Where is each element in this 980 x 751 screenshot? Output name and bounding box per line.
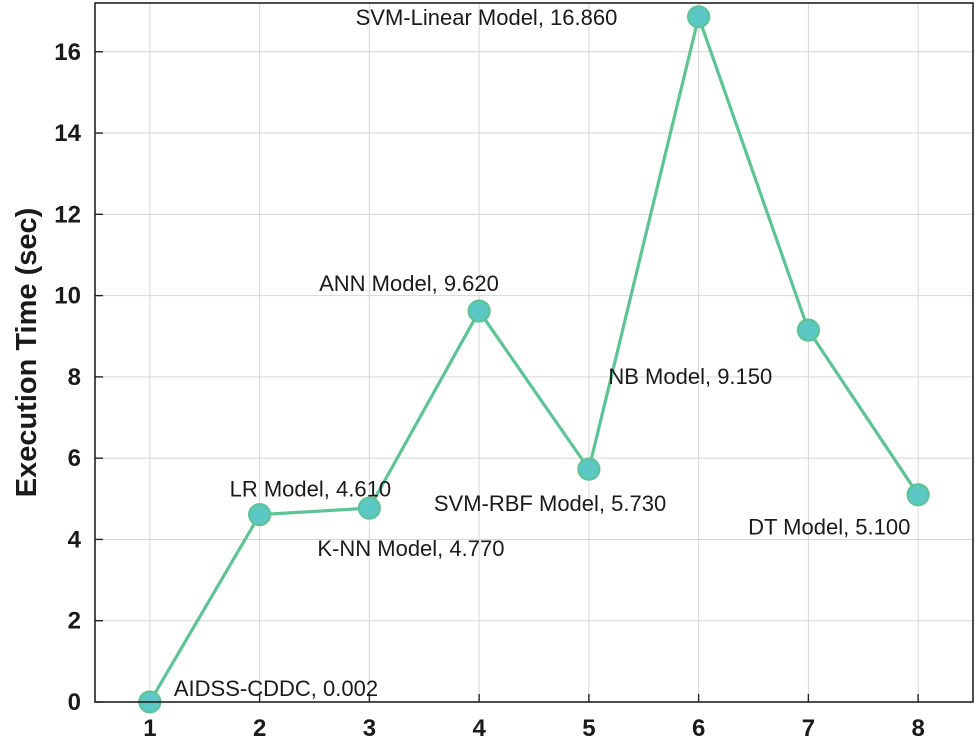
- plot-frame: [94, 2, 974, 703]
- data-point: [357, 496, 381, 520]
- y-tick-label: 0: [68, 689, 81, 716]
- x-tick-label: 8: [911, 715, 924, 742]
- data-point: [248, 503, 272, 527]
- data-label: SVM-RBF Model, 5.730: [434, 491, 666, 516]
- data-label: LR Model, 4.610: [230, 477, 391, 502]
- x-tick-label: 1: [143, 715, 156, 742]
- data-point: [467, 299, 491, 323]
- data-point: [796, 318, 820, 342]
- data-label: AIDSS-CDDC, 0.002: [174, 676, 378, 701]
- y-tick-label: 10: [54, 283, 81, 310]
- y-tick-label: 2: [68, 608, 81, 635]
- y-axis-label: Execution Time (sec): [11, 208, 43, 498]
- y-tick-label: 12: [54, 201, 81, 228]
- data-point: [687, 5, 711, 29]
- series-line: [148, 15, 920, 703]
- x-tick-label: 4: [472, 715, 486, 742]
- data-label: NB Model, 9.150: [608, 364, 772, 389]
- x-tick-label: 3: [363, 715, 376, 742]
- data-label: ANN Model, 9.620: [319, 271, 499, 296]
- x-tick-label: 6: [692, 715, 705, 742]
- x-tick-label: 2: [253, 715, 266, 742]
- data-point: [906, 483, 930, 507]
- x-tick-label: 7: [802, 715, 815, 742]
- data-label: DT Model, 5.100: [748, 515, 910, 540]
- data-label: K-NN Model, 4.770: [317, 536, 504, 561]
- y-tick-label: 6: [68, 445, 81, 472]
- y-tick-label: 4: [68, 526, 82, 553]
- y-tick-label: 16: [54, 39, 81, 66]
- grid-lines: [95, 3, 973, 703]
- x-tick-label: 5: [582, 715, 595, 742]
- data-point: [577, 457, 601, 481]
- y-tick-label: 14: [54, 120, 81, 147]
- data-labels: AIDSS-CDDC, 0.002 LR Model, 4.610 K-NN Mod…: [174, 5, 911, 701]
- y-tick-label: 8: [68, 364, 81, 391]
- data-label: SVM-Linear Model, 16.860: [356, 5, 618, 30]
- data-series: [138, 5, 930, 714]
